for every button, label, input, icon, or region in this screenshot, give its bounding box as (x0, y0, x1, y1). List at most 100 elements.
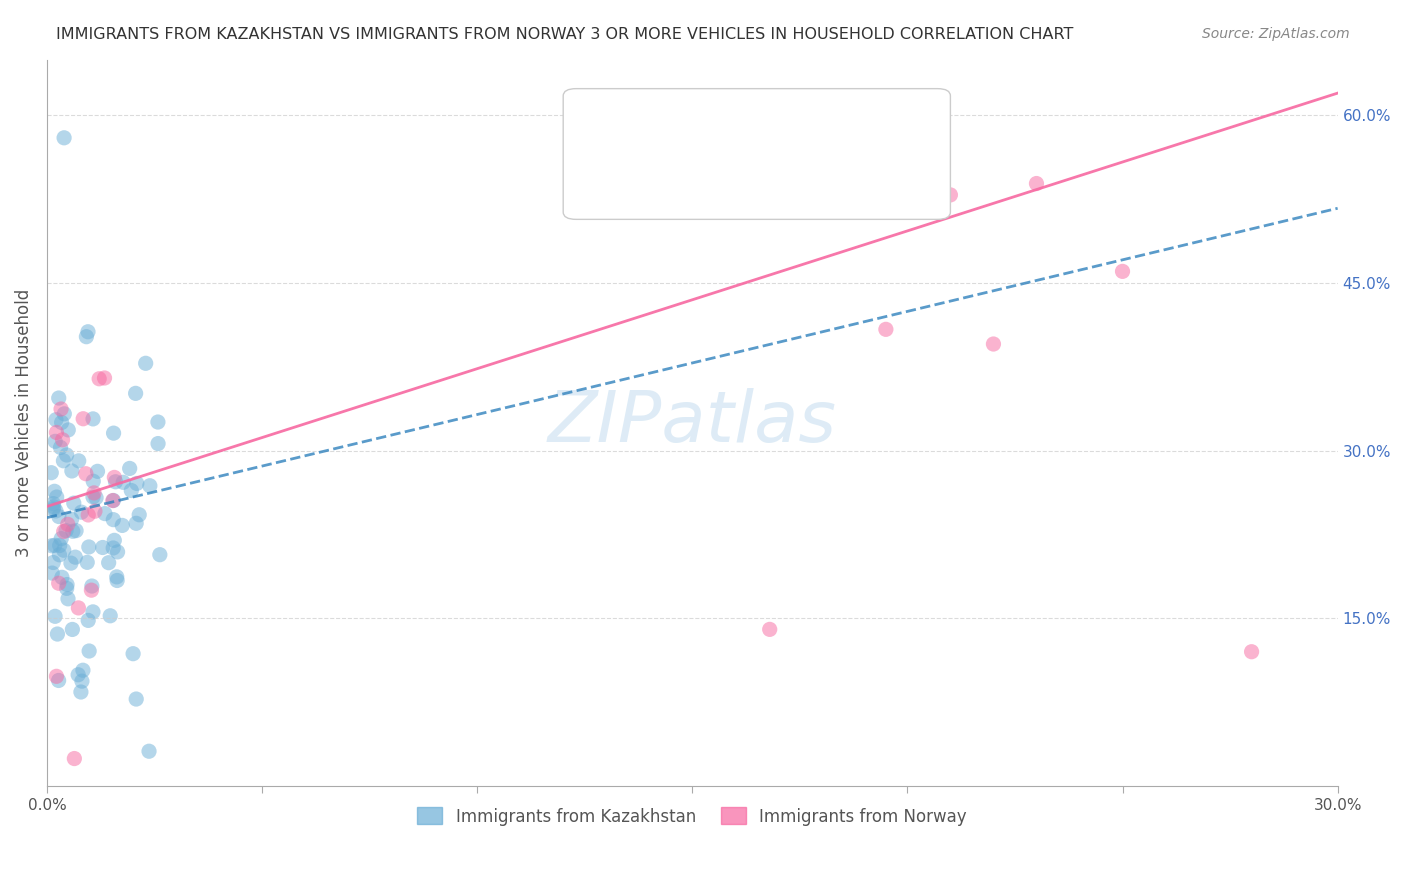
Immigrants from Kazakhstan (105, 574, 128, 588)
Immigrants from Norway (56, 517, 79, 532)
Immigrants from Kazakhstan (94, 507, 117, 521)
Immigrants from Kazakhstan (103, 493, 125, 508)
Immigrants from Kazakhstan (45, 413, 67, 427)
Immigrants from Norway (1025, 177, 1047, 191)
Immigrants from Norway (875, 186, 897, 201)
Immigrants from Kazakhstan (91, 541, 114, 555)
Immigrants from Kazakhstan (48, 548, 70, 562)
Immigrants from Kazakhstan (104, 475, 127, 489)
Immigrants from Kazakhstan (72, 663, 94, 677)
Immigrants from Norway (1240, 645, 1263, 659)
Immigrants from Norway (103, 470, 125, 484)
Immigrants from Norway (89, 372, 111, 386)
Immigrants from Kazakhstan (41, 539, 63, 553)
Immigrants from Kazakhstan (124, 386, 146, 401)
Legend: Immigrants from Kazakhstan, Immigrants from Norway: Immigrants from Kazakhstan, Immigrants f… (408, 797, 977, 836)
Immigrants from Kazakhstan (52, 454, 75, 468)
Immigrants from Norway (80, 583, 103, 598)
Immigrants from Norway (51, 433, 73, 447)
Immigrants from Kazakhstan (56, 591, 79, 606)
Immigrants from Kazakhstan (58, 423, 80, 437)
Immigrants from Norway (45, 425, 67, 440)
Immigrants from Kazakhstan (125, 476, 148, 491)
Immigrants from Kazakhstan (75, 329, 97, 343)
Immigrants from Kazakhstan (65, 550, 87, 565)
Immigrants from Norway (63, 751, 86, 765)
Immigrants from Kazakhstan (97, 556, 120, 570)
Immigrants from Kazakhstan (138, 744, 160, 758)
Immigrants from Kazakhstan (118, 461, 141, 475)
Immigrants from Kazakhstan (139, 479, 162, 493)
Immigrants from Kazakhstan (46, 627, 69, 641)
Immigrants from Kazakhstan (45, 504, 67, 518)
Immigrants from Kazakhstan (125, 516, 148, 531)
Immigrants from Kazakhstan (82, 490, 104, 504)
Immigrants from Norway (48, 576, 70, 591)
Immigrants from Norway (758, 623, 780, 637)
Immigrants from Norway (1111, 264, 1133, 278)
Immigrants from Kazakhstan (120, 483, 142, 498)
Immigrants from Kazakhstan (82, 605, 104, 619)
Immigrants from Kazakhstan (80, 579, 103, 593)
Immigrants from Kazakhstan (60, 623, 83, 637)
Immigrants from Kazakhstan (48, 391, 70, 405)
Immigrants from Norway (72, 411, 94, 425)
Immigrants from Kazakhstan (44, 609, 66, 624)
Immigrants from Kazakhstan (98, 608, 121, 623)
Immigrants from Kazakhstan (103, 541, 125, 555)
Immigrants from Kazakhstan (82, 412, 104, 426)
Immigrants from Kazakhstan (77, 614, 100, 628)
Immigrants from Kazakhstan (67, 454, 90, 468)
Y-axis label: 3 or more Vehicles in Household: 3 or more Vehicles in Household (15, 289, 32, 557)
Immigrants from Kazakhstan (48, 673, 70, 688)
Immigrants from Kazakhstan (42, 502, 65, 516)
Immigrants from Kazakhstan (135, 356, 157, 370)
Immigrants from Kazakhstan (62, 496, 84, 510)
Immigrants from Norway (45, 669, 67, 683)
Immigrants from Kazakhstan (122, 647, 145, 661)
Immigrants from Kazakhstan (55, 524, 77, 538)
Immigrants from Kazakhstan (42, 497, 65, 511)
Immigrants from Kazakhstan (51, 570, 73, 584)
Text: Source: ZipAtlas.com: Source: ZipAtlas.com (1202, 27, 1350, 41)
Immigrants from Kazakhstan (48, 539, 70, 553)
Immigrants from Kazakhstan (77, 644, 100, 658)
Immigrants from Kazakhstan (42, 556, 65, 570)
Immigrants from Kazakhstan (128, 508, 150, 522)
Immigrants from Norway (75, 467, 97, 481)
FancyBboxPatch shape (564, 88, 950, 219)
Immigrants from Kazakhstan (77, 325, 100, 339)
Immigrants from Kazakhstan (125, 692, 148, 706)
Immigrants from Kazakhstan (77, 540, 100, 554)
Immigrants from Kazakhstan (49, 441, 72, 455)
Immigrants from Kazakhstan (60, 512, 83, 526)
Immigrants from Kazakhstan (76, 555, 98, 569)
Immigrants from Kazakhstan (70, 505, 93, 519)
Immigrants from Kazakhstan (107, 545, 129, 559)
Immigrants from Norway (93, 371, 115, 385)
Immigrants from Norway (101, 493, 124, 508)
Immigrants from Norway (939, 187, 962, 202)
Immigrants from Norway (84, 504, 107, 518)
Immigrants from Kazakhstan (149, 548, 172, 562)
Immigrants from Kazakhstan (112, 475, 135, 490)
Immigrants from Kazakhstan (48, 509, 70, 524)
Immigrants from Norway (83, 486, 105, 500)
Immigrants from Kazakhstan (45, 490, 67, 504)
Immigrants from Kazakhstan (55, 582, 77, 596)
Immigrants from Kazakhstan (42, 500, 65, 514)
Immigrants from Kazakhstan (56, 577, 79, 591)
Immigrants from Norway (875, 322, 897, 336)
Immigrants from Kazakhstan (55, 448, 77, 462)
Immigrants from Kazakhstan (103, 533, 125, 548)
Immigrants from Norway (77, 508, 100, 522)
Immigrants from Kazakhstan (51, 532, 73, 546)
Immigrants from Kazakhstan (53, 130, 76, 145)
Immigrants from Kazakhstan (39, 466, 62, 480)
Immigrants from Kazakhstan (111, 518, 134, 533)
Immigrants from Norway (67, 601, 90, 615)
Immigrants from Kazakhstan (146, 415, 169, 429)
Immigrants from Kazakhstan (103, 426, 125, 441)
Immigrants from Norway (52, 524, 75, 539)
Immigrants from Kazakhstan (84, 491, 107, 505)
